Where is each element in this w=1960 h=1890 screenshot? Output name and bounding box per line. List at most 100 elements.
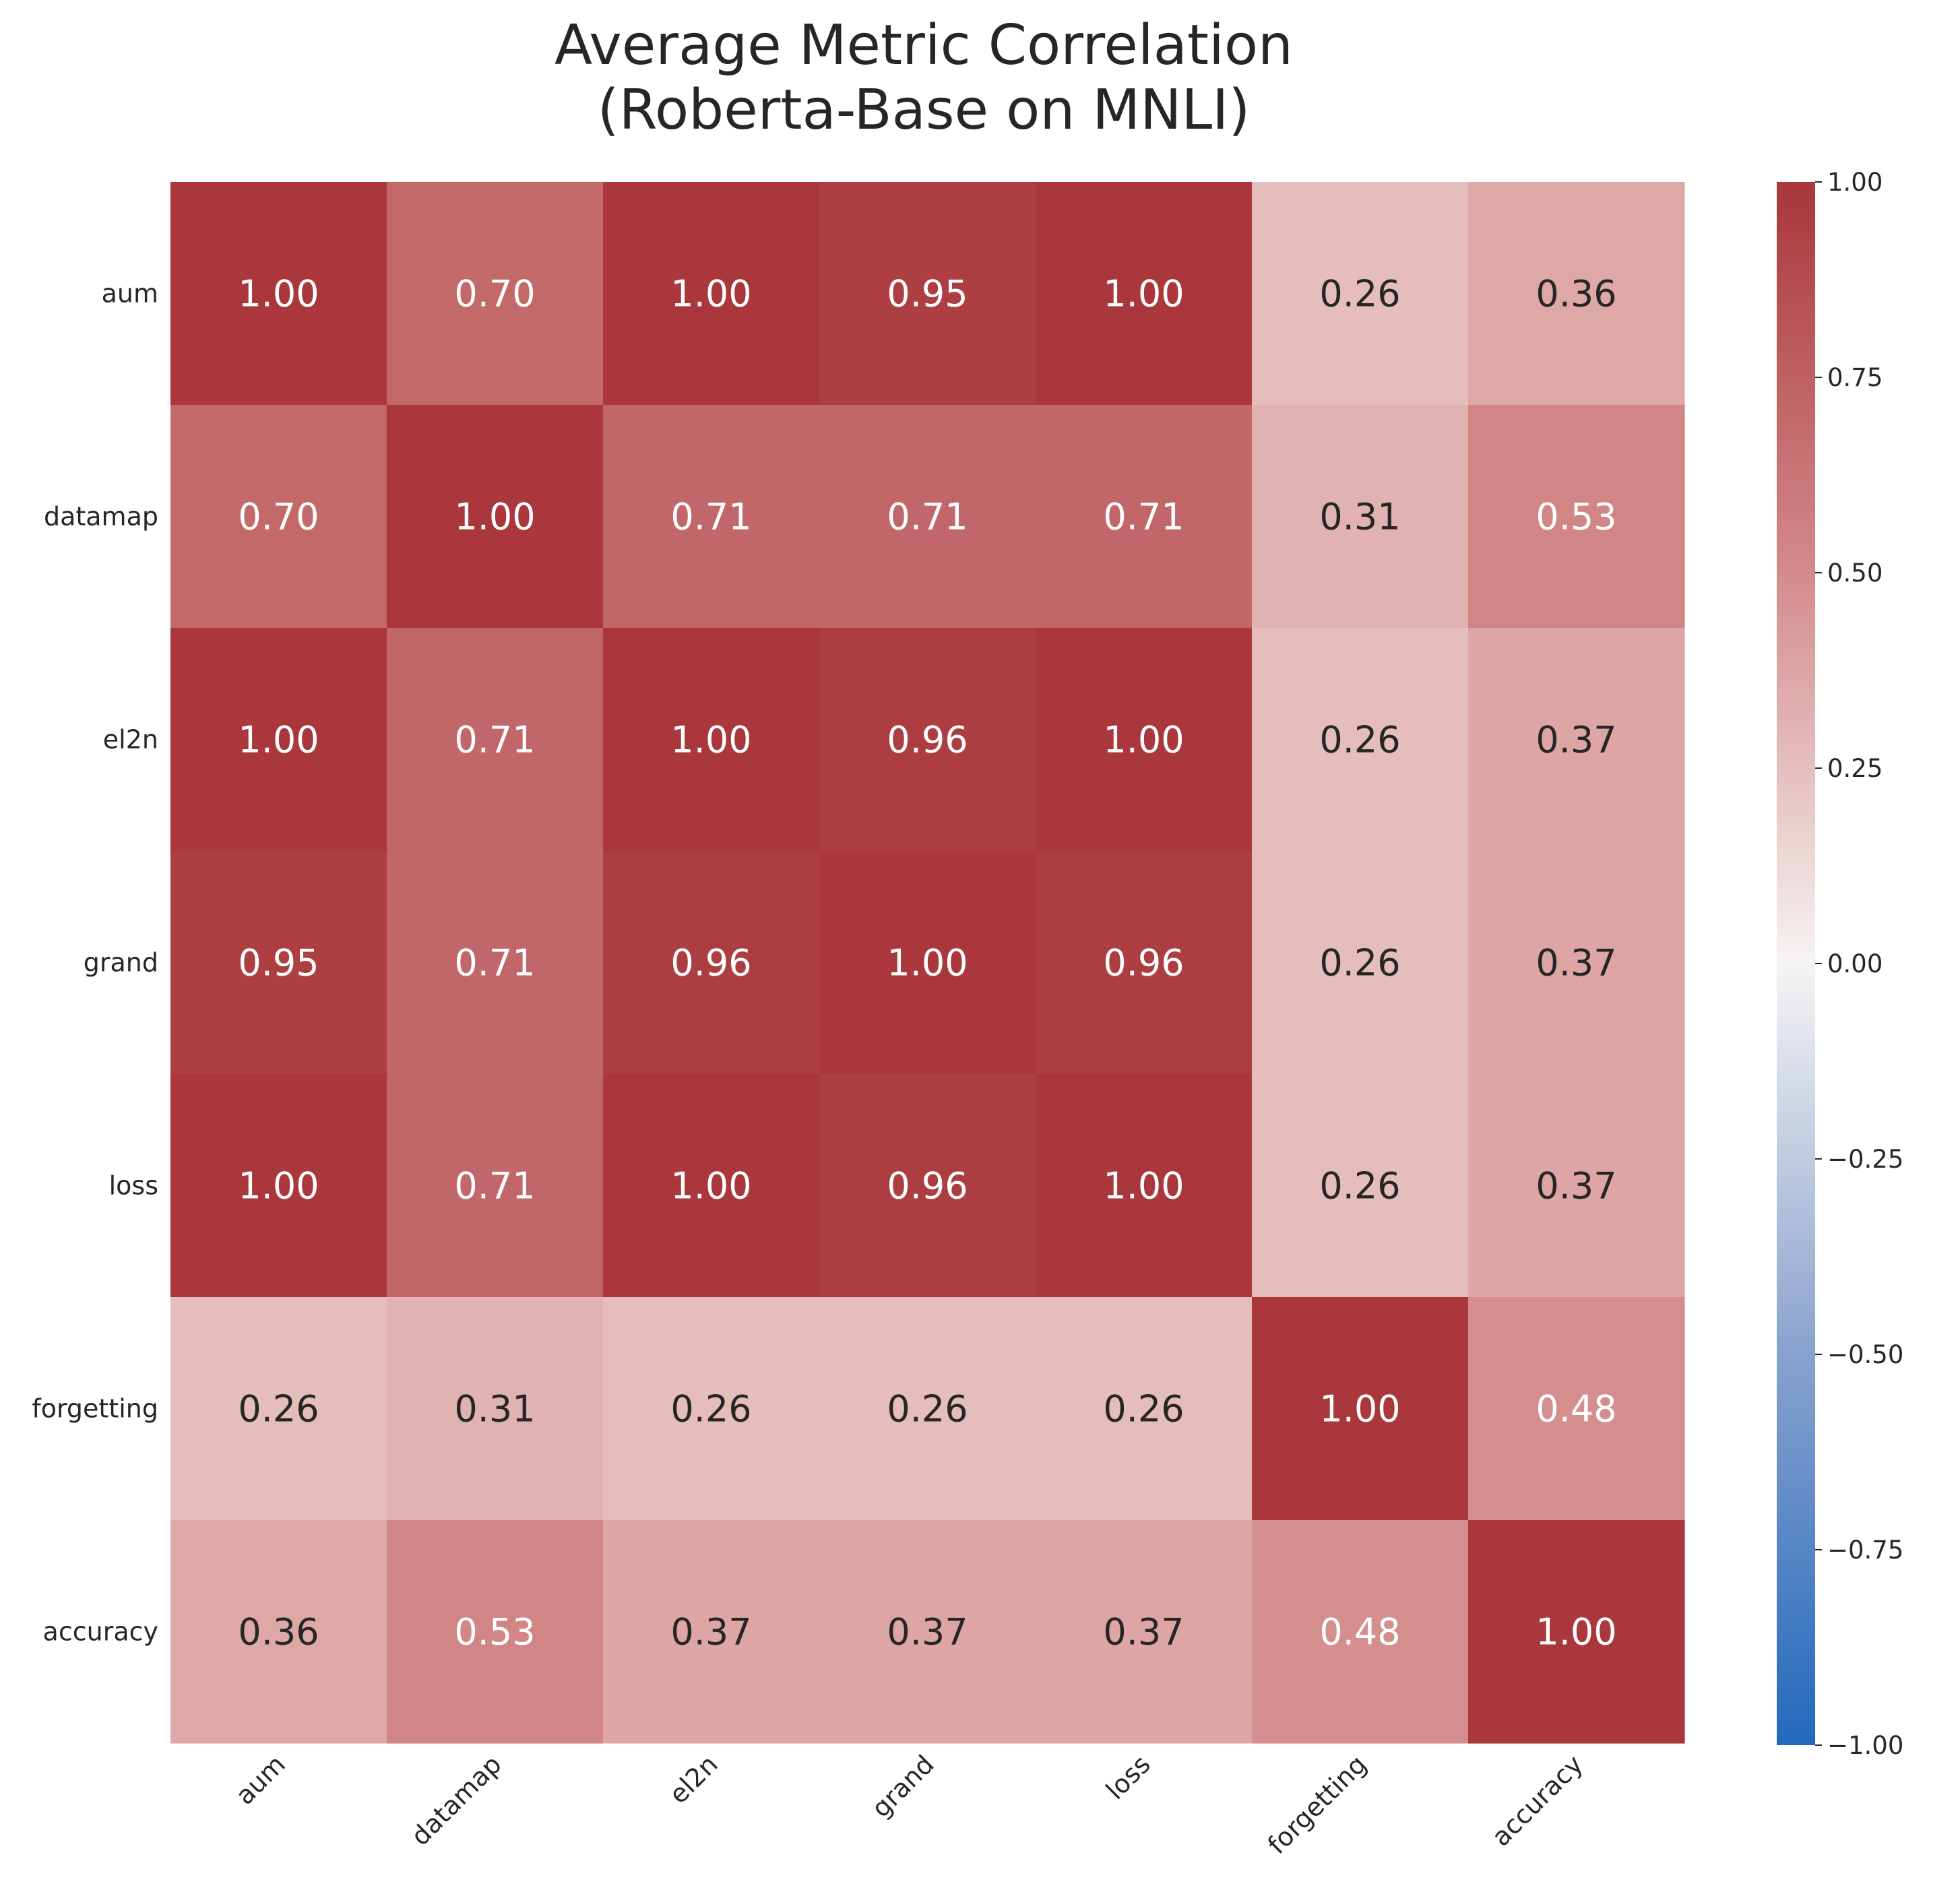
cell-value-label: 0.37 [1536, 719, 1616, 761]
heatmap-cell-forgetting-datamap [387, 1297, 604, 1521]
cell-value-label: 1.00 [670, 1165, 751, 1207]
heatmap-cell-datamap-datamap [387, 405, 604, 629]
x-tick-label-grand: grand [866, 1749, 940, 1823]
cell-value-label: 1.00 [1103, 1165, 1184, 1207]
cell-value-label: 1.00 [670, 719, 751, 761]
heatmap-cell-grand-forgetting [1252, 851, 1469, 1075]
heatmap-cell-forgetting-el2n [603, 1297, 820, 1521]
y-tick-label-loss: loss [109, 1171, 158, 1201]
heatmap-cell-aum-loss [1036, 182, 1253, 406]
heatmap-cell-forgetting-forgetting [1252, 1297, 1469, 1521]
cell-value-label: 0.26 [670, 1388, 751, 1430]
cell-value-label: 1.00 [887, 942, 968, 984]
cell-value-label: 0.31 [454, 1388, 535, 1430]
colorbar-tick-label: −1.00 [1827, 1731, 1903, 1760]
heatmap-cell-accuracy-datamap [387, 1520, 604, 1744]
cell-value-label: 1.00 [238, 719, 319, 761]
heatmap-cell-grand-loss [1036, 851, 1253, 1075]
heatmap-cell-loss-loss [1036, 1074, 1253, 1298]
heatmap-cell-aum-accuracy [1468, 182, 1685, 406]
colorbar: 1.00 0.75 0.50 0.25 0.00 −0.25 −0.50 −0.75 −1.00 [1777, 168, 1903, 1760]
heatmap-cell-forgetting-accuracy [1468, 1297, 1685, 1521]
colorbar-tick-label: 0.75 [1827, 363, 1883, 392]
cell-value-label: 0.53 [1536, 496, 1616, 538]
heatmap-cell-accuracy-aum [170, 1520, 387, 1744]
heatmap-cell-el2n-aum [170, 628, 387, 852]
heatmap-cell-el2n-grand [819, 628, 1036, 852]
cell-value-label: 0.48 [1319, 1611, 1400, 1653]
heatmap-cell-accuracy-grand [819, 1520, 1036, 1744]
heatmap-cell-el2n-forgetting [1252, 628, 1469, 852]
cell-value-label: 0.36 [1536, 273, 1616, 315]
y-tick-label-aum: aum [102, 279, 158, 309]
cell-value-label: 0.96 [887, 719, 968, 761]
heatmap-cell-datamap-accuracy [1468, 405, 1685, 629]
heatmap-cell-aum-forgetting [1252, 182, 1469, 406]
colorbar-tick-label: −0.50 [1827, 1340, 1903, 1369]
x-tick-label-accuracy: accuracy [1486, 1749, 1589, 1852]
x-tick-labels: aum datamap el2n grand loss forgetting accurac… [230, 1749, 1589, 1860]
cell-value-label: 1.00 [1103, 273, 1184, 315]
chart-title-line-2: (Roberta-Base on MNLI) [598, 78, 1251, 142]
heatmap-cell-forgetting-loss [1036, 1297, 1253, 1521]
heatmap-cell-datamap-aum [170, 405, 387, 629]
cell-value-label: 0.71 [454, 942, 535, 984]
cell-value-label: 0.96 [1103, 942, 1184, 984]
heatmap-cell-forgetting-aum [170, 1297, 387, 1521]
cell-value-label: 0.26 [1319, 273, 1400, 315]
cell-value-label: 0.71 [670, 496, 751, 538]
cell-value-label: 0.95 [887, 273, 968, 315]
heatmap-cell-loss-grand [819, 1074, 1036, 1298]
cell-value-label: 1.00 [1536, 1611, 1616, 1653]
heatmap-cell-aum-datamap [387, 182, 604, 406]
cell-value-label: 0.26 [1319, 719, 1400, 761]
heatmap-cell-aum-grand [819, 182, 1036, 406]
heatmap-cell-el2n-datamap [387, 628, 604, 852]
cell-value-labels: 1.00 0.70 1.00 0.95 1.00 0.26 0.36 0.70 1.00 0.71… [238, 273, 1616, 1653]
x-tick-label-forgetting: forgetting [1262, 1749, 1372, 1860]
colorbar-tick-label: 0.00 [1827, 949, 1883, 978]
colorbar-gradient [1777, 182, 1815, 1745]
cell-value-label: 0.37 [670, 1611, 751, 1653]
heatmap-cell-grand-datamap [387, 851, 604, 1075]
heatmap-cell-datamap-loss [1036, 405, 1253, 629]
cell-value-label: 1.00 [670, 273, 751, 315]
cell-value-label: 1.00 [238, 1165, 319, 1207]
cell-value-label: 0.71 [887, 496, 968, 538]
x-tick-label-el2n: el2n [664, 1749, 724, 1809]
x-tick-label-loss: loss [1100, 1749, 1156, 1805]
cell-value-label: 0.26 [1319, 1165, 1400, 1207]
cell-value-label: 0.71 [1103, 496, 1184, 538]
cell-value-label: 0.37 [1536, 942, 1616, 984]
colorbar-tick-label: 0.50 [1827, 559, 1883, 588]
heatmap-cell-el2n-loss [1036, 628, 1253, 852]
heatmap-cell-el2n-el2n [603, 628, 820, 852]
cell-value-label: 0.70 [238, 496, 319, 538]
y-tick-label-grand: grand [84, 948, 158, 978]
colorbar-tick-label: −0.25 [1827, 1145, 1903, 1174]
y-tick-labels: aum datamap el2n grand loss forgetting accurac… [32, 279, 158, 1647]
cell-value-label: 0.71 [454, 719, 535, 761]
colorbar-tick-label: −0.75 [1827, 1536, 1903, 1565]
cell-value-label: 0.70 [454, 273, 535, 315]
heatmap-cell-forgetting-grand [819, 1297, 1036, 1521]
y-tick-label-accuracy: accuracy [43, 1617, 158, 1647]
chart-title: Average Metric Correlation(Roberta-Base … [555, 13, 1293, 142]
cell-value-label: 0.48 [1536, 1388, 1616, 1430]
y-tick-label-datamap: datamap [44, 502, 158, 532]
cell-value-label: 0.26 [1103, 1388, 1184, 1430]
heatmap-cell-accuracy-loss [1036, 1520, 1253, 1744]
colorbar-tick-label: 0.25 [1827, 754, 1883, 783]
heatmap-cell-grand-grand [819, 851, 1036, 1075]
heatmap-cell-accuracy-el2n [603, 1520, 820, 1744]
x-tick-label-datamap: datamap [406, 1749, 507, 1851]
y-tick-label-forgetting: forgetting [32, 1394, 158, 1424]
cell-value-label: 0.26 [238, 1388, 319, 1430]
cell-value-label: 0.96 [670, 942, 751, 984]
cell-value-label: 0.71 [454, 1165, 535, 1207]
heatmap-cell-loss-aum [170, 1074, 387, 1298]
cell-value-label: 0.53 [454, 1611, 535, 1653]
cell-value-label: 0.37 [887, 1611, 968, 1653]
